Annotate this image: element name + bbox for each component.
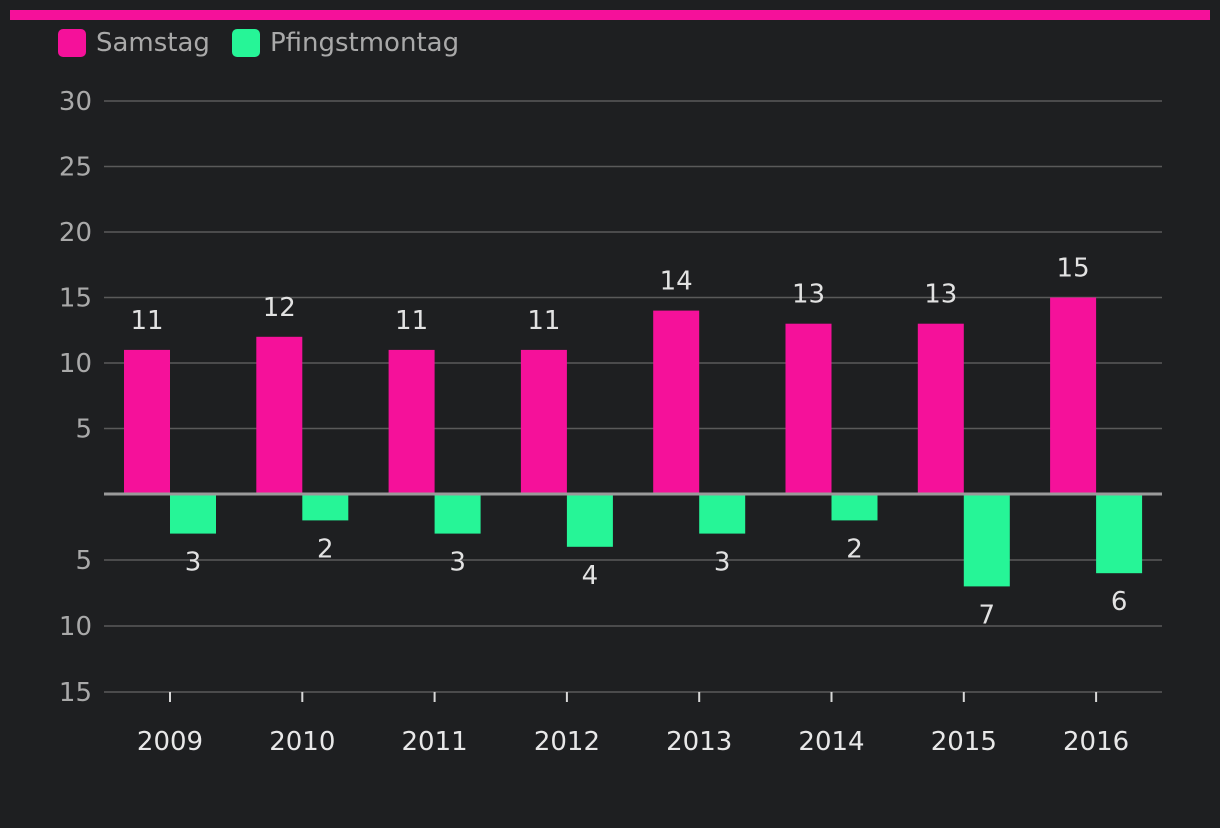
- x-tick-label-2013: 2013: [666, 727, 732, 757]
- bar-pfingstmontag-2016: [1096, 494, 1143, 574]
- y-tick-up-10: 10: [59, 349, 92, 379]
- data-label-pfingstmontag-2011: 3: [449, 548, 466, 578]
- data-label-samstag-2015: 13: [924, 280, 957, 310]
- bar-samstag-2009: [124, 349, 170, 494]
- bar-samstag-2016: [1050, 297, 1097, 494]
- bar-samstag-2010: [256, 336, 303, 494]
- bar-pfingstmontag-2012: [566, 494, 613, 547]
- data-label-samstag-2009: 11: [130, 306, 163, 336]
- bar-samstag-2011: [388, 349, 435, 494]
- y-tick-down-15: 15: [59, 678, 92, 708]
- x-tick-label-2010: 2010: [269, 727, 335, 757]
- bar-pfingstmontag-2013: [699, 494, 746, 534]
- x-tick-label-2014: 2014: [798, 727, 864, 757]
- accent-bar: [10, 10, 1210, 20]
- bar-pfingstmontag-2015: [963, 494, 1010, 587]
- x-tick-label-2012: 2012: [534, 727, 600, 757]
- legend-swatch-samstag: [58, 29, 86, 57]
- data-label-samstag-2012: 11: [527, 306, 560, 336]
- data-label-samstag-2016: 15: [1057, 254, 1090, 284]
- data-label-samstag-2011: 11: [395, 306, 428, 336]
- x-tick-label-2011: 2011: [402, 727, 468, 757]
- legend-swatch-pfingstmontag: [231, 29, 260, 57]
- y-tick-up-5: 5: [75, 415, 92, 445]
- data-label-samstag-2010: 12: [263, 293, 296, 323]
- data-label-pfingstmontag-2016: 6: [1111, 587, 1128, 617]
- y-tick-down-5: 5: [75, 546, 92, 576]
- data-label-pfingstmontag-2014: 2: [846, 534, 863, 564]
- legend-label-samstag: Samstag: [96, 28, 210, 58]
- y-tick-up-20: 20: [59, 218, 92, 248]
- legend-label-pfingstmontag: Pfingstmontag: [269, 28, 460, 58]
- data-label-pfingstmontag-2010: 2: [317, 534, 334, 564]
- x-tick-label-2015: 2015: [931, 727, 997, 757]
- y-tick-up-25: 25: [59, 153, 92, 183]
- bar-samstag-2014: [785, 323, 832, 494]
- data-label-pfingstmontag-2013: 3: [714, 548, 731, 578]
- data-label-pfingstmontag-2015: 7: [979, 600, 996, 630]
- legend: Samstag Pfingstmontag: [58, 28, 481, 58]
- bar-samstag-2013: [653, 310, 700, 494]
- bar-pfingstmontag-2011: [434, 494, 481, 534]
- y-tick-up-15: 15: [59, 284, 92, 314]
- bar-samstag-2015: [917, 323, 964, 494]
- y-tick-up-30: 30: [59, 87, 92, 117]
- data-label-samstag-2013: 14: [660, 267, 693, 297]
- legend-item-pfingstmontag[interactable]: Pfingstmontag: [231, 28, 460, 58]
- data-label-samstag-2014: 13: [792, 280, 825, 310]
- x-tick-label-2016: 2016: [1063, 727, 1129, 757]
- x-tick-label-2009: 2009: [137, 727, 203, 757]
- y-tick-down-10: 10: [59, 612, 92, 642]
- bar-pfingstmontag-2009: [170, 494, 216, 534]
- bar-pfingstmontag-2014: [831, 494, 878, 521]
- data-label-pfingstmontag-2012: 4: [582, 561, 599, 591]
- data-label-pfingstmontag-2009: 3: [185, 548, 202, 578]
- bar-samstag-2012: [520, 349, 567, 494]
- bar-pfingstmontag-2010: [302, 494, 349, 521]
- legend-item-samstag[interactable]: Samstag: [58, 28, 210, 58]
